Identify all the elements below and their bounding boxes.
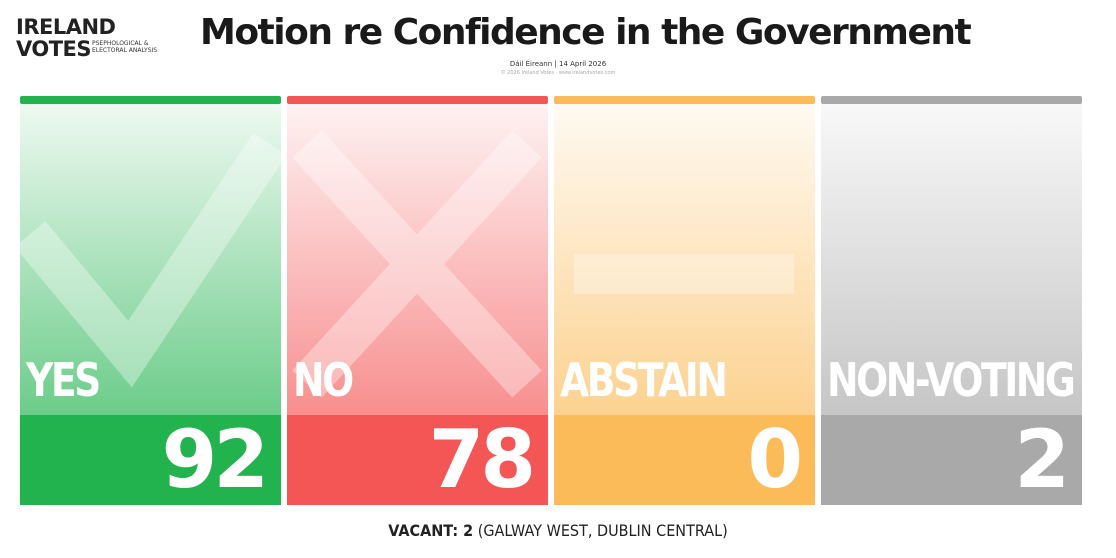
card-value-box: 92 [20, 415, 281, 505]
card-value-box: 78 [287, 415, 548, 505]
card-body: YES [20, 104, 281, 415]
card-label: NON-VOTING [827, 353, 1076, 407]
card-value-box: 2 [821, 415, 1082, 505]
card-body: NO [287, 104, 548, 415]
logo-text: VOTES [16, 37, 92, 61]
card: NON-VOTING 2 [821, 96, 1082, 505]
footer-key: VACANT: 2 [388, 521, 474, 540]
card-value: 2 [1014, 413, 1070, 506]
card-body: ABSTAIN [554, 104, 815, 415]
card-bar [554, 96, 815, 104]
icon [20, 132, 281, 388]
card-label: NO [293, 353, 354, 407]
card-bar [821, 96, 1082, 104]
card-value: 0 [747, 413, 803, 506]
card-bar [20, 96, 281, 104]
card-body: NON-VOTING [821, 104, 1082, 415]
card-value-box: 0 [554, 415, 815, 505]
card-label: ABSTAIN [560, 353, 728, 407]
title: Motion re Confidence in the Government [200, 12, 972, 53]
card-value: 78 [428, 413, 536, 506]
logo-text: IRELAND [16, 15, 116, 39]
credit: © 2026 Ireland Votes · www.irelandvotes.… [500, 70, 616, 76]
card: YES 92 [20, 96, 281, 505]
icon [292, 130, 542, 398]
card-value: 92 [161, 413, 269, 506]
card: ABSTAIN 0 [554, 96, 815, 505]
footer-detail: (GALWAY WEST, DUBLIN CENTRAL) [477, 521, 728, 540]
subtitle: Dáil Éireann | 14 April 2026 [509, 60, 607, 68]
card: NO 78 [287, 96, 548, 505]
footer: VACANT: 2 (GALWAY WEST, DUBLIN CENTRAL) [56, 521, 1060, 540]
logo-tagline: PSEPHOLOGICAL & ELECTORAL ANALYSIS [92, 40, 158, 54]
card-label: YES [26, 353, 101, 407]
icon [574, 254, 794, 294]
card-bar [287, 96, 548, 104]
